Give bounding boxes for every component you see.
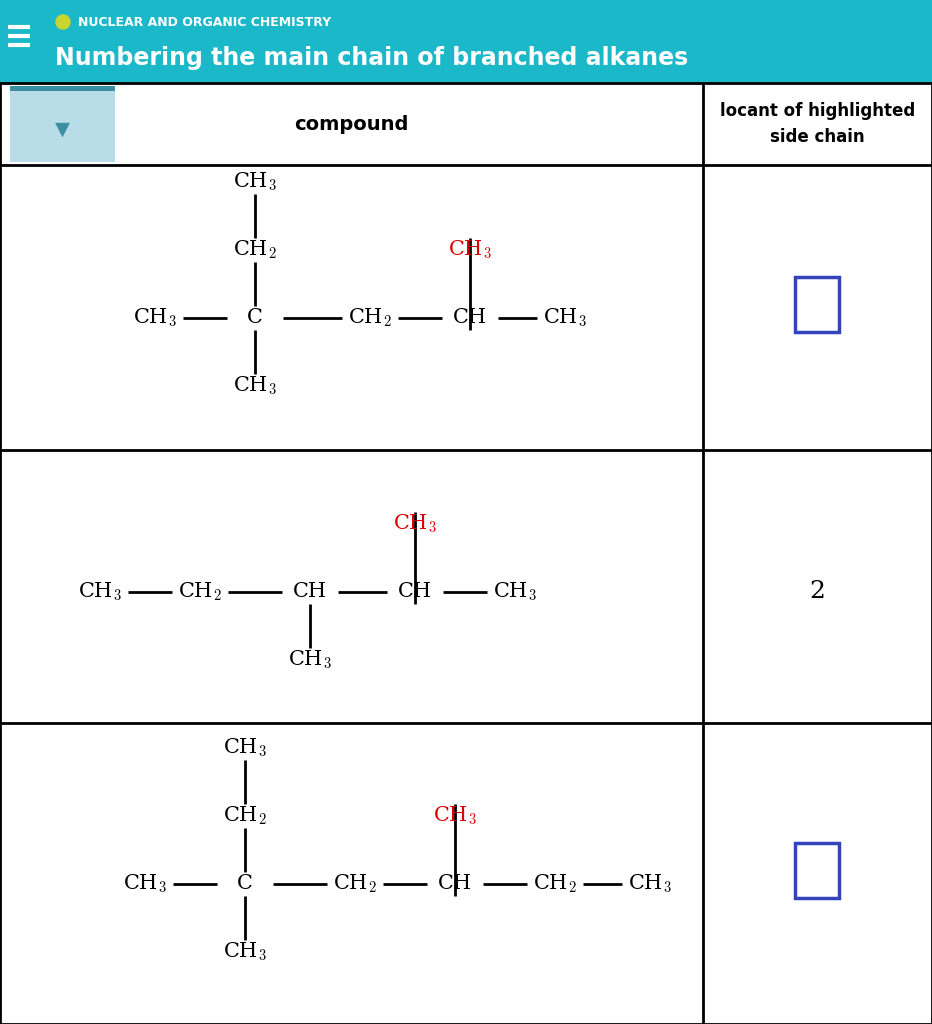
Text: CH$_3$: CH$_3$ <box>433 804 477 826</box>
Text: 2: 2 <box>809 580 825 603</box>
Text: CH: CH <box>438 874 472 893</box>
Text: CH: CH <box>453 308 487 327</box>
Bar <box>795 278 839 332</box>
Bar <box>10 86 115 91</box>
Text: CH$_3$: CH$_3$ <box>393 512 437 535</box>
Text: CH$_3$: CH$_3$ <box>233 170 277 193</box>
Text: CH$_3$: CH$_3$ <box>223 736 267 759</box>
Text: compound: compound <box>295 115 409 133</box>
Text: C: C <box>237 874 253 893</box>
Text: CH$_3$: CH$_3$ <box>233 374 277 396</box>
Text: C: C <box>247 308 263 327</box>
Text: CH$_2$: CH$_2$ <box>178 581 222 603</box>
Circle shape <box>56 15 70 29</box>
Bar <box>795 843 839 898</box>
Text: CH$_3$: CH$_3$ <box>288 648 332 671</box>
Text: CH: CH <box>398 582 432 601</box>
Text: CH$_3$: CH$_3$ <box>133 306 177 329</box>
Text: CH$_2$: CH$_2$ <box>223 804 267 826</box>
Text: CH$_3$: CH$_3$ <box>78 581 122 603</box>
Text: CH$_3$: CH$_3$ <box>493 581 537 603</box>
Text: CH$_2$: CH$_2$ <box>533 872 577 895</box>
Text: CH$_3$: CH$_3$ <box>448 239 492 261</box>
Text: CH$_2$: CH$_2$ <box>333 872 377 895</box>
Text: CH: CH <box>293 582 327 601</box>
Text: ▼: ▼ <box>54 120 70 138</box>
Text: CH$_3$: CH$_3$ <box>123 872 167 895</box>
Text: CH$_2$: CH$_2$ <box>349 306 391 329</box>
Text: CH$_3$: CH$_3$ <box>223 940 267 963</box>
Bar <box>0 0 932 83</box>
Text: NUCLEAR AND ORGANIC CHEMISTRY: NUCLEAR AND ORGANIC CHEMISTRY <box>78 15 331 29</box>
Text: Numbering the main chain of branched alkanes: Numbering the main chain of branched alk… <box>55 46 688 70</box>
Text: CH$_3$: CH$_3$ <box>543 306 587 329</box>
Bar <box>10 86 115 162</box>
Text: CH$_3$: CH$_3$ <box>628 872 672 895</box>
Text: CH$_2$: CH$_2$ <box>233 239 277 261</box>
Text: locant of highlighted
side chain: locant of highlighted side chain <box>720 102 915 145</box>
